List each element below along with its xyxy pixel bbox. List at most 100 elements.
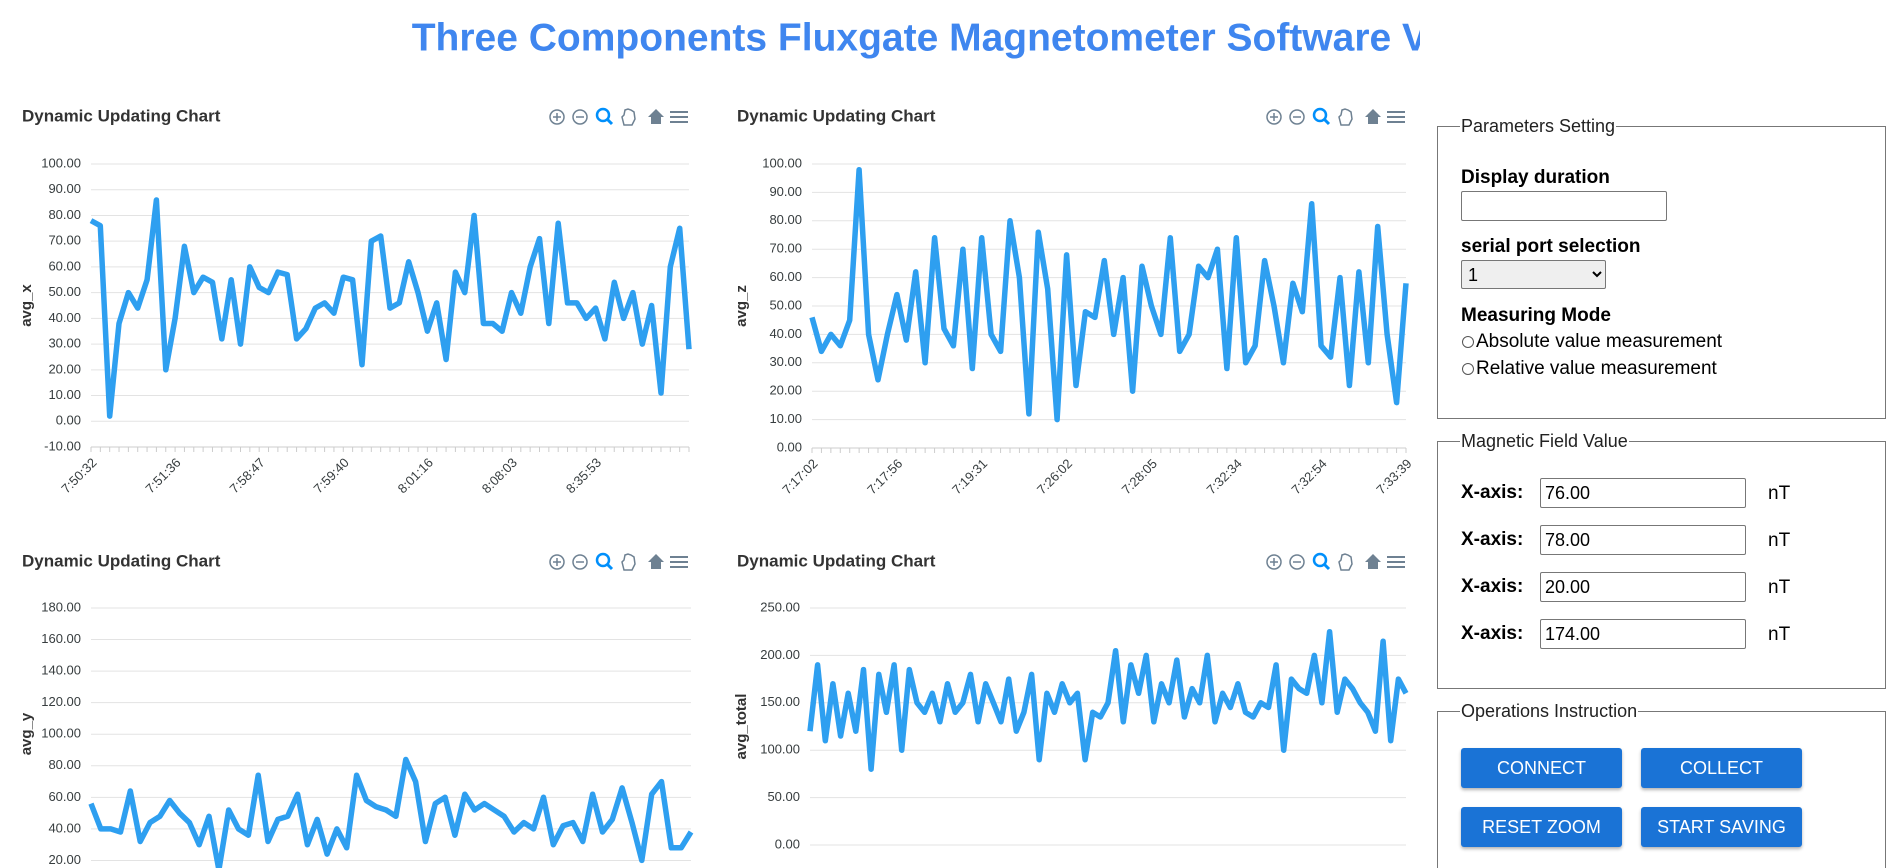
y-tick-label: 100.00 [41, 726, 81, 741]
page-title: Three Components Fluxgate Magnetometer S… [412, 16, 1420, 59]
chart-title: Dynamic Updating Chart [737, 551, 936, 570]
y-tick-label: 60.00 [769, 269, 802, 284]
serial-label: serial port selection [1461, 236, 1641, 257]
field-input[interactable] [1540, 478, 1746, 508]
y-tick-label: 80.00 [769, 212, 802, 227]
y-tick-label: 90.00 [48, 181, 81, 196]
y-tick-label: 100.00 [760, 742, 800, 757]
radio[interactable] [1462, 336, 1474, 348]
x-tick-label: 7:51:36 [142, 455, 183, 496]
duration-input[interactable] [1461, 191, 1667, 221]
toolbar-icon [1322, 562, 1331, 571]
field-unit: nT [1768, 577, 1791, 598]
button[interactable]: CONNECT [1461, 748, 1622, 788]
toolbar-icon [1365, 554, 1381, 569]
y-tick-label: 20.00 [48, 852, 81, 867]
toolbar-icon [1338, 108, 1353, 126]
x-tick-label: 7:32:54 [1288, 456, 1329, 497]
y-tick-label: 100.00 [41, 155, 81, 170]
y-tick-label: 30.00 [48, 336, 81, 351]
toolbar-icon [605, 562, 614, 571]
y-tick-label: 10.00 [48, 387, 81, 402]
y-axis-label: avg_total [733, 694, 750, 760]
chart-title: Dynamic Updating Chart [22, 106, 221, 125]
data-line [809, 166, 1409, 423]
y-tick-label: 50.00 [767, 789, 800, 804]
y-tick-label: 0.00 [777, 439, 802, 454]
button[interactable]: RESET ZOOM [1461, 807, 1622, 847]
y-tick-label: 10.00 [769, 411, 802, 426]
toolbar-icon [1312, 552, 1328, 568]
x-tick-label: 7:58:47 [226, 455, 267, 496]
button[interactable]: COLLECT [1641, 748, 1802, 788]
x-tick-label: 7:32:34 [1204, 456, 1245, 497]
chart-panel: Dynamic Updating Chart 0.00 10.00 20.00 30.0… [733, 106, 1415, 497]
toolbar-icon [648, 109, 664, 124]
panel-legend: Magnetic Field Value [1460, 431, 1629, 452]
radio[interactable] [1462, 363, 1474, 375]
field-label: X-axis: [1461, 529, 1524, 550]
toolbar-icon [549, 554, 565, 570]
y-tick-label: 150.00 [760, 694, 800, 709]
mode-option: Relative value measurement [1476, 358, 1717, 379]
y-tick-label: 40.00 [48, 310, 81, 325]
y-tick-label: 40.00 [769, 326, 802, 341]
field-unit: nT [1768, 624, 1791, 645]
mode-label: Measuring Mode [1461, 305, 1611, 326]
y-tick-label: 20.00 [48, 361, 81, 376]
y-tick-label: 30.00 [769, 354, 802, 369]
field-input[interactable] [1540, 572, 1746, 602]
chart-title: Dynamic Updating Chart [22, 551, 221, 570]
serial-select[interactable]: 1 [1461, 260, 1606, 289]
chart-panel: Dynamic Updating Chart -10.00 0.00 10.00 20.… [18, 106, 692, 496]
toolbar-icon [648, 554, 664, 569]
y-tick-label: 20.00 [769, 383, 802, 398]
parameters-panel: Parameters Setting Display duration seri… [1437, 116, 1886, 419]
y-tick-label: 80.00 [48, 757, 81, 772]
chart-panel: Dynamic Updating Chart 0.00 50.00 100.00 150… [733, 551, 1409, 851]
toolbar-icon [621, 108, 636, 126]
x-tick-label: 8:08:03 [479, 455, 520, 496]
x-tick-label: 7:26:02 [1034, 456, 1075, 497]
y-tick-label: 60.00 [48, 789, 81, 804]
field-label: X-axis: [1461, 482, 1524, 503]
operations-panel: Operations Instruction CONNECT COLLECT RES… [1437, 701, 1886, 868]
duration-label: Display duration [1461, 167, 1610, 188]
y-tick-label: 250.00 [760, 599, 800, 614]
x-tick-label: 8:01:16 [395, 455, 436, 496]
x-tick-label: 7:33:39 [1373, 456, 1414, 497]
field-input[interactable] [1540, 619, 1746, 649]
x-tick-label: 8:35:53 [563, 455, 604, 496]
y-tick-label: 0.00 [56, 413, 81, 428]
x-tick-label: 7:50:32 [58, 455, 99, 496]
panel-legend: Parameters Setting [1460, 116, 1617, 137]
y-tick-label: 140.00 [41, 663, 81, 678]
x-tick-label: 7:28:05 [1119, 456, 1160, 497]
y-tick-label: -10.00 [44, 438, 81, 453]
toolbar-icon [1322, 117, 1331, 126]
toolbar-icon [549, 109, 565, 125]
y-tick-label: 80.00 [48, 207, 81, 222]
charts-area: Three Components Fluxgate Magnetometer S… [18, 16, 1420, 868]
field-panel: Magnetic Field Value X-axis: nT X-axis: nT X… [1437, 431, 1886, 689]
field-label: X-axis: [1461, 623, 1524, 644]
button[interactable]: START SAVING [1641, 807, 1802, 847]
mode-option: Absolute value measurement [1476, 331, 1723, 352]
toolbar-icon [572, 554, 588, 570]
field-input[interactable] [1540, 525, 1746, 555]
toolbar-icon [605, 117, 614, 126]
y-tick-label: 200.00 [760, 647, 800, 662]
toolbar-icon [595, 552, 611, 568]
y-tick-label: 50.00 [48, 284, 81, 299]
toolbar-icon [1338, 553, 1353, 571]
y-axis-label: avg_x [18, 284, 35, 327]
y-tick-label: 70.00 [48, 233, 81, 248]
toolbar-icon [1365, 109, 1381, 124]
data-line [807, 628, 1409, 772]
y-tick-label: 90.00 [769, 184, 802, 199]
toolbar-icon [572, 109, 588, 125]
chart-title: Dynamic Updating Chart [737, 106, 936, 125]
toolbar-icon [1266, 554, 1282, 570]
x-tick-label: 7:19:31 [949, 456, 990, 497]
